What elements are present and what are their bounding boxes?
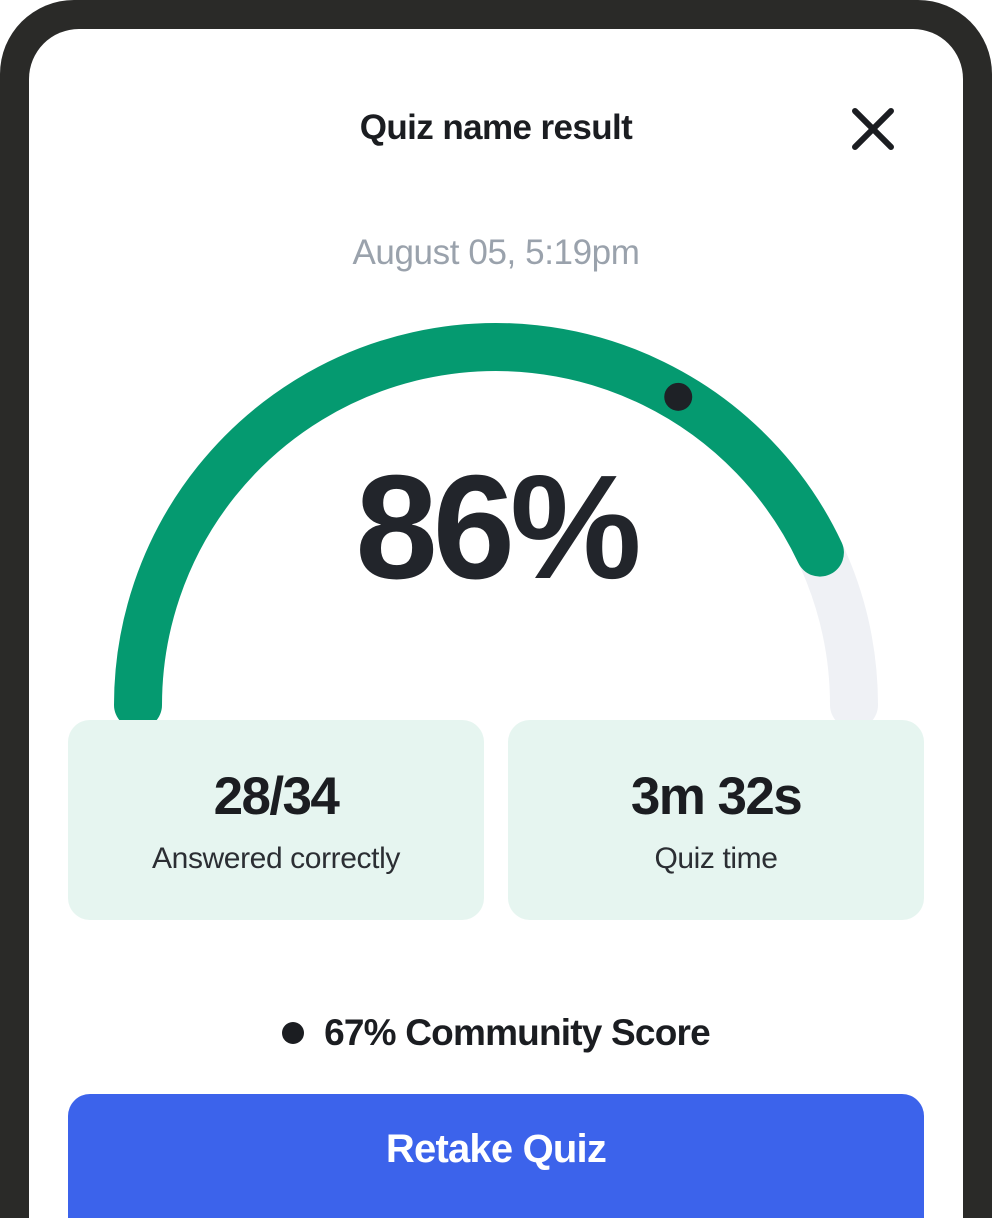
gauge-value-label: 86% — [355, 445, 641, 610]
score-gauge: 86% — [78, 285, 914, 725]
stat-card-quiz-time: 3m 32s Quiz time — [508, 720, 924, 920]
page-title: Quiz name result — [359, 108, 633, 147]
community-score: 67% Community Score — [29, 989, 963, 1077]
gauge-marker-dot — [664, 382, 693, 411]
stat-label: Answered correctly — [152, 842, 400, 875]
modal-header: Quiz name result — [29, 29, 963, 174]
retake-quiz-button[interactable]: Retake Quiz — [68, 1094, 924, 1218]
close-icon[interactable] — [844, 100, 902, 158]
dot-icon — [282, 1022, 305, 1044]
stat-card-answered: 28/34 Answered correctly — [68, 720, 484, 920]
phone-screen: Quiz name result August 05, 5:19pm 86% — [29, 29, 963, 1218]
stats-row: 28/34 Answered correctly 3m 32s Quiz tim… — [68, 720, 924, 920]
stat-value: 28/34 — [213, 767, 340, 826]
quiz-timestamp: August 05, 5:19pm — [352, 233, 640, 272]
stat-value: 3m 32s — [630, 767, 803, 826]
community-score-label: 67% Community Score — [324, 1012, 711, 1053]
stat-label: Quiz time — [654, 842, 778, 875]
gauge-fill — [114, 323, 844, 725]
gauge-svg — [114, 323, 878, 725]
